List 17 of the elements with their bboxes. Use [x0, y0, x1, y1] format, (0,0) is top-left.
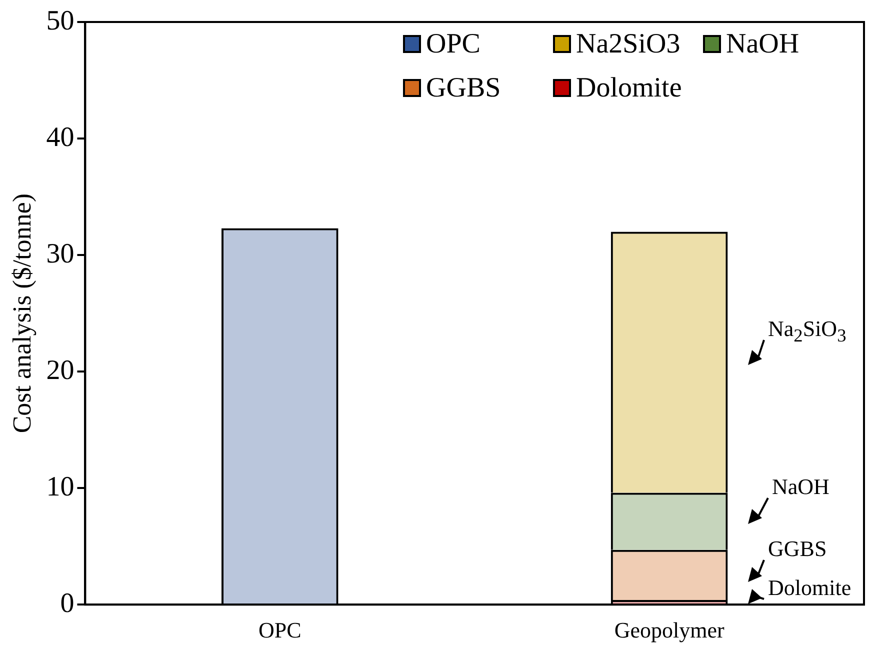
legend-label: NaOH	[726, 28, 800, 60]
x-tick-label: Geopolymer	[614, 618, 725, 643]
y-tick-label: 30	[46, 238, 74, 270]
legend-label: OPC	[426, 28, 480, 60]
y-tick-label: 0	[60, 588, 74, 619]
y-axis-title: Cost analysis ($/tonne)	[7, 193, 36, 434]
legend-label: Dolomite	[576, 72, 682, 104]
y-tick-label: 20	[46, 354, 74, 386]
y-tick-label: 10	[46, 471, 74, 502]
annotation: Na$_{2}$SiO$_{3}$	[768, 316, 846, 346]
annotation: Dolomite	[768, 575, 852, 600]
y-tick-label: 40	[46, 122, 74, 153]
legend-label: Na2SiO3	[576, 28, 680, 60]
annotation: GGBS	[768, 536, 827, 561]
y-tick-label: 50	[46, 5, 74, 36]
annotation: NaOH	[772, 474, 830, 499]
legend-label: GGBS	[426, 72, 501, 104]
